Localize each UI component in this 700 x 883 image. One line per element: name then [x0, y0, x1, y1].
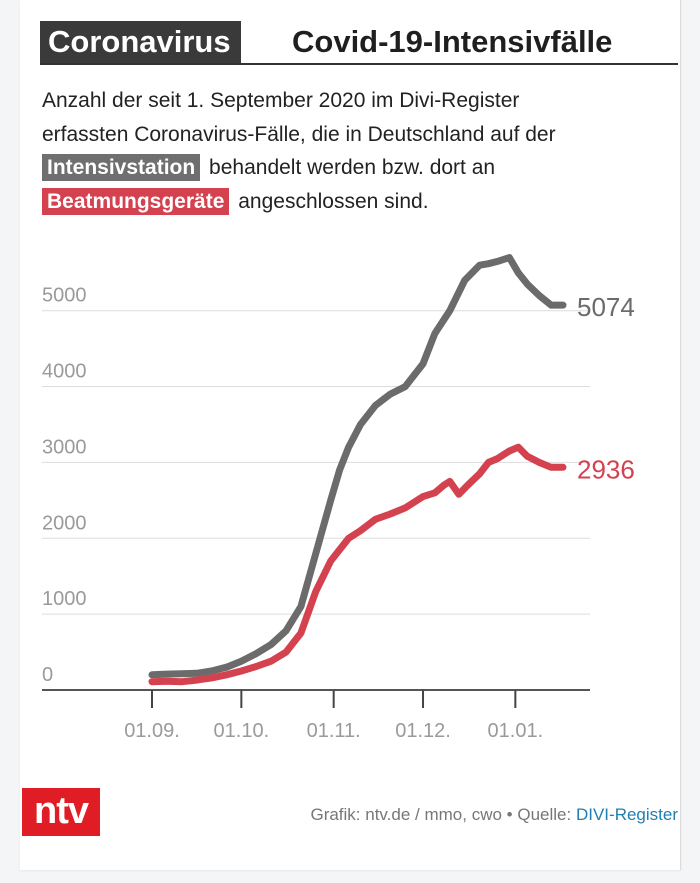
x-tick-label: 01.09. [124, 720, 180, 742]
y-tick-label: 5000 [42, 285, 87, 307]
ntv-logo: ntv [22, 788, 100, 836]
series-line-intensiv [148, 254, 567, 679]
x-tick-label: 01.11. [307, 720, 361, 742]
credit-bullet: • [506, 805, 513, 824]
y-tick-label: 4000 [42, 361, 87, 383]
description-line-2: erfassten Coronavirus-Fälle, die in Deut… [42, 122, 556, 146]
line-chart: 0 1000 2000 3000 4000 5000 01.09. 01.10. 01.11. 0… [42, 254, 635, 742]
legend-pill-beatmung: Beatmungsgeräte [42, 187, 230, 215]
y-tick-label: 3000 [42, 436, 87, 458]
legend-pill-intensiv: Intensivstation [42, 154, 201, 181]
x-tick-label: 01.01. [488, 720, 544, 742]
description-line-1: Anzahl der seit 1. September 2020 im Div… [42, 89, 520, 112]
infographic-card: Coronavirus Covid-19-Intensivfälle Anzah… [20, 0, 681, 870]
source-label: Quelle: [517, 805, 572, 824]
y-tick-label: 1000 [42, 588, 87, 610]
source-credit: Grafik: ntv.de / mmo, cwo • Quelle: DIVI… [310, 805, 678, 825]
y-tick-label: 0 [42, 664, 53, 686]
y-tick-label: 2000 [42, 512, 87, 534]
description-line-3-text: behandelt werden bzw. dort an [209, 156, 496, 179]
series-line-beatmung [148, 443, 567, 686]
title-row: Coronavirus Covid-19-Intensivfälle [40, 21, 678, 65]
page-title: Covid-19-Intensivfälle [292, 24, 613, 59]
title-badge: Coronavirus [40, 21, 241, 63]
end-label-beatmung: 2936 [577, 454, 635, 484]
description-line-3: Intensivstation behandelt werden bzw. do… [42, 151, 672, 185]
end-label-intensiv: 5074 [577, 292, 635, 322]
description-line-4-text: angeschlossen sind. [238, 189, 429, 213]
x-tick-label: 01.10. [214, 720, 270, 742]
description-line-4: Beatmungsgeräte angeschlossen sind. [42, 185, 672, 219]
credit-text: Grafik: ntv.de / mmo, cwo [310, 805, 502, 824]
chart-description: Anzahl der seit 1. September 2020 im Div… [42, 84, 672, 218]
source-link[interactable]: DIVI-Register [575, 805, 678, 824]
x-tick-label: 01.12. [395, 720, 451, 742]
